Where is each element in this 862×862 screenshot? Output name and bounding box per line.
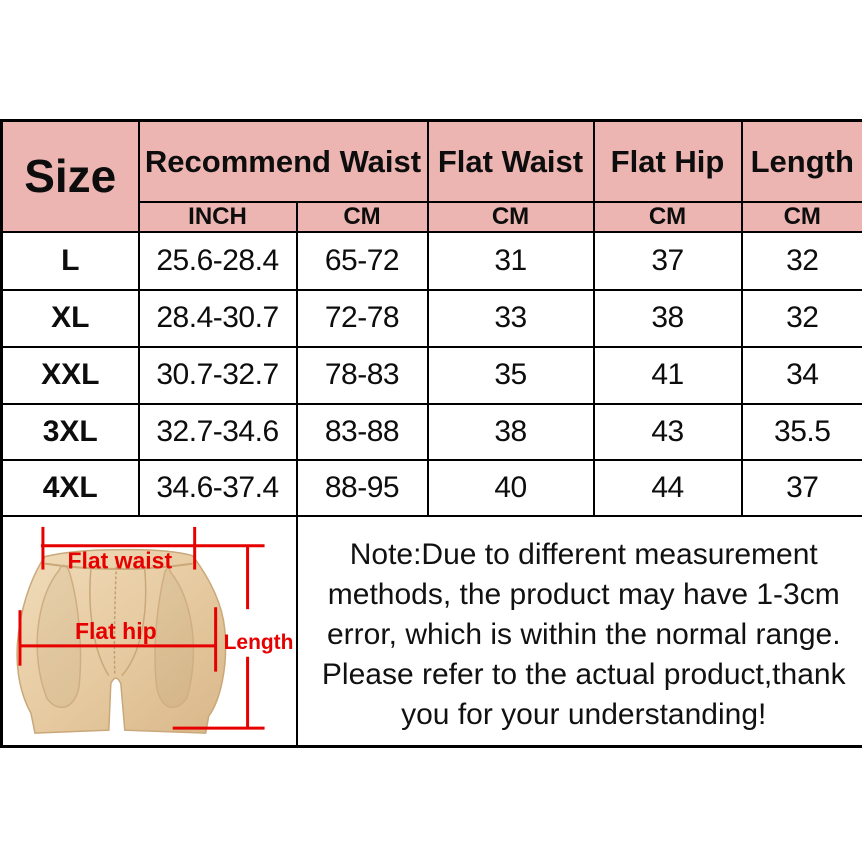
table-row: XXL 30.7-32.7 78-83 35 41 34 bbox=[0, 345, 862, 405]
front-panel-seam-left bbox=[89, 569, 110, 677]
cell-recommend-cm: 72-78 bbox=[295, 288, 429, 348]
note-text: Note:Due to different measurement method… bbox=[299, 527, 862, 735]
note-line: methods, the product may have 1-3cm bbox=[327, 577, 840, 611]
measurement-lines bbox=[18, 527, 265, 730]
size-table: Size Recommend Waist Flat Waist Flat Hip… bbox=[0, 119, 862, 748]
cell-length: 37 bbox=[740, 458, 862, 517]
cell-flat-waist: 31 bbox=[426, 230, 595, 291]
cell-recommend-inch: 28.4-30.7 bbox=[137, 288, 298, 348]
bottom-row: Flat waist Flat hip Length Note:Due to d… bbox=[0, 514, 862, 748]
flat-waist-header: Flat Waist bbox=[426, 119, 595, 203]
row-size-label: L bbox=[0, 230, 140, 291]
note-cell: Note:Due to different measurement method… bbox=[295, 514, 862, 748]
hip-pad-right bbox=[154, 567, 195, 709]
cell-recommend-inch: 30.7-32.7 bbox=[137, 345, 298, 405]
row-size-label: XXL bbox=[0, 345, 140, 405]
table-row: L 25.6-28.4 65-72 31 37 32 bbox=[0, 230, 862, 291]
cell-flat-waist: 33 bbox=[426, 288, 595, 348]
cell-flat-hip: 44 bbox=[592, 458, 743, 517]
header-row-units: INCH CM CM CM CM bbox=[2, 200, 862, 233]
cell-flat-hip: 37 bbox=[592, 230, 743, 291]
length-header: Length bbox=[740, 119, 862, 203]
note-line: Please refer to the actual product,thank bbox=[321, 657, 846, 691]
shapewear-shorts-illustration: Flat waist Flat hip Length bbox=[16, 527, 294, 735]
row-size-label: 4XL bbox=[0, 458, 140, 517]
length-annotation-label: Length bbox=[224, 631, 294, 654]
cell-recommend-inch: 34.6-37.4 bbox=[137, 458, 298, 517]
unit-cm-header: CM bbox=[592, 200, 743, 233]
unit-cm-header: CM bbox=[295, 200, 429, 233]
cell-recommend-cm: 78-83 bbox=[295, 345, 429, 405]
table-row: XL 28.4-30.7 72-78 33 38 32 bbox=[0, 288, 862, 348]
cell-recommend-cm: 65-72 bbox=[295, 230, 429, 291]
cell-flat-waist: 40 bbox=[426, 458, 595, 517]
unit-inch-header: INCH bbox=[137, 200, 298, 233]
cell-length: 34 bbox=[740, 345, 862, 405]
measurement-diagram-cell: Flat waist Flat hip Length bbox=[0, 514, 298, 748]
cell-length: 35.5 bbox=[740, 402, 862, 461]
cell-recommend-cm: 83-88 bbox=[295, 402, 429, 461]
recommend-waist-header: Recommend Waist bbox=[137, 119, 429, 203]
cell-length: 32 bbox=[740, 230, 862, 291]
front-panel-seam-right bbox=[121, 569, 147, 677]
table-row: 4XL 34.6-37.4 88-95 40 44 37 bbox=[0, 458, 862, 517]
flat-hip-header: Flat Hip bbox=[592, 119, 743, 203]
unit-cm-header: CM bbox=[426, 200, 595, 233]
cell-recommend-inch: 32.7-34.6 bbox=[137, 402, 298, 461]
flat-hip-annotation-label: Flat hip bbox=[75, 618, 157, 644]
row-size-label: XL bbox=[0, 288, 140, 348]
note-line: you for your understanding! bbox=[401, 697, 767, 731]
shorts-silhouette bbox=[16, 549, 227, 735]
cell-flat-waist: 38 bbox=[426, 402, 595, 461]
flat-waist-annotation-label: Flat waist bbox=[67, 548, 172, 574]
cell-recommend-cm: 88-95 bbox=[295, 458, 429, 517]
size-column-header: Size bbox=[0, 119, 140, 233]
unit-cm-header: CM bbox=[740, 200, 862, 233]
row-size-label: 3XL bbox=[0, 402, 140, 461]
cell-flat-hip: 41 bbox=[592, 345, 743, 405]
center-seam bbox=[113, 556, 118, 674]
size-chart: Size Recommend Waist Flat Waist Flat Hip… bbox=[0, 119, 862, 748]
cell-recommend-inch: 25.6-28.4 bbox=[137, 230, 298, 291]
note-line: error, which is within the normal range. bbox=[326, 617, 841, 651]
cell-flat-waist: 35 bbox=[426, 345, 595, 405]
cell-flat-hip: 38 bbox=[592, 288, 743, 348]
cell-length: 32 bbox=[740, 288, 862, 348]
hip-pad-left bbox=[36, 564, 82, 709]
note-line: Note:Due to different measurement bbox=[349, 537, 818, 571]
header-row-main: Size Recommend Waist Flat Waist Flat Hip… bbox=[0, 119, 862, 233]
table-row: 3XL 32.7-34.6 83-88 38 43 35.5 bbox=[0, 402, 862, 461]
cell-flat-hip: 43 bbox=[592, 402, 743, 461]
